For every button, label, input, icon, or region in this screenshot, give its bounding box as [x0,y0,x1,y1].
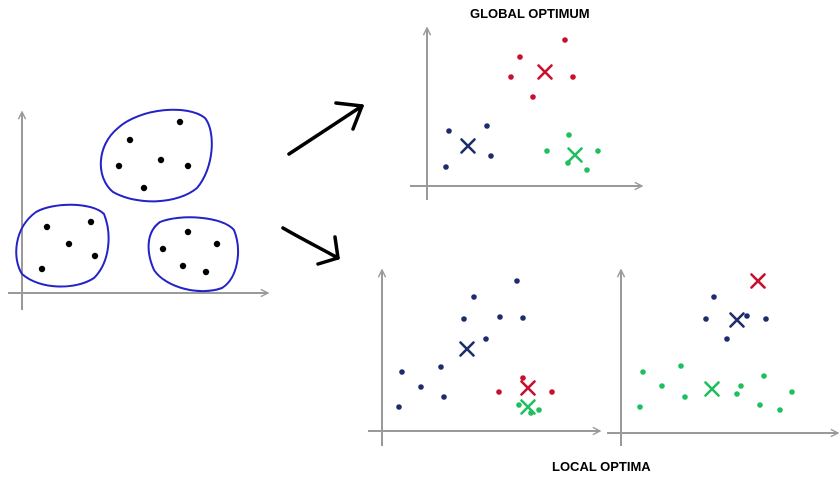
data-point [443,164,449,170]
panel-global-optimum [443,37,601,173]
centroid-cross-icon [520,380,536,396]
data-point [566,132,572,138]
data-point [659,383,665,389]
arrow-to-local-icon [281,226,340,266]
data-point [584,167,590,173]
data-point [461,316,467,322]
cluster-outline-right [147,216,239,293]
data-point [517,54,523,60]
data-point [637,404,643,410]
data-point [520,315,526,321]
data-point [711,294,717,300]
local-optima-label: LOCAL OPTIMA [552,459,651,474]
data-point [399,369,405,375]
data-point [678,363,684,369]
data-point [595,148,601,154]
data-point [724,336,730,342]
data-point [213,240,221,248]
data-point [789,389,795,395]
centroid-cross-icon [460,138,476,154]
data-point [471,294,477,300]
data-point [441,394,447,400]
data-point [157,156,165,164]
data-point [115,162,123,170]
data-point [484,123,490,129]
data-point [536,407,542,413]
axes-local-optimum-1 [368,270,600,446]
centroid-cross-icon [704,381,720,397]
data-point [761,373,767,379]
data-point [562,37,568,43]
data-point [738,383,744,389]
data-point [777,407,783,413]
data-point [682,394,688,400]
data-point [126,136,134,144]
data-point [446,128,452,134]
data-point [544,148,550,154]
arrow-to-global-icon [287,101,364,156]
cluster-outline-top [99,108,213,203]
data-point [516,402,522,408]
data-point [418,384,424,390]
data-point [38,265,46,273]
data-point [530,94,536,100]
centroid-cross-icon [567,147,583,163]
data-point [176,118,184,126]
data-point [514,278,520,284]
axes-raw-data [8,112,268,310]
data-point [520,375,526,381]
data-point [734,391,740,397]
data-point [508,74,514,80]
data-point [65,240,73,248]
data-point [488,153,494,159]
data-point [396,404,402,410]
data-point [184,228,192,236]
global-optimum-label: GLOBAL OPTIMUM [470,6,590,21]
data-point [140,184,148,192]
centroid-cross-icon [750,273,766,289]
cluster-outlines [15,108,239,293]
cluster-outline-left [15,203,110,288]
data-point [757,402,763,408]
arrows [281,101,364,266]
data-point [570,74,576,80]
axes-global-optimum [410,28,642,200]
data-point [202,268,210,276]
data-point [744,313,750,319]
data-point [497,314,503,320]
data-point [91,252,99,260]
data-point [549,389,555,395]
data-marks [38,37,795,416]
panel-local-optimum-2 [637,273,795,413]
centroid-cross-icon [537,64,553,80]
panel-local-optimum-1 [396,278,555,416]
data-point [483,336,489,342]
data-point [640,369,646,375]
panel-raw-data [38,118,221,276]
axes-local-optimum-2 [607,270,838,446]
data-point [496,389,502,395]
data-point [763,316,769,322]
centroid-cross-icon [459,341,475,357]
data-point [159,245,167,253]
centroid-cross-icon [520,399,536,415]
centroid-cross-icon [729,312,745,328]
data-point [179,262,187,270]
data-point [703,316,709,322]
data-point [184,162,192,170]
data-point [43,223,51,231]
data-point [438,364,444,370]
data-point [87,218,95,226]
